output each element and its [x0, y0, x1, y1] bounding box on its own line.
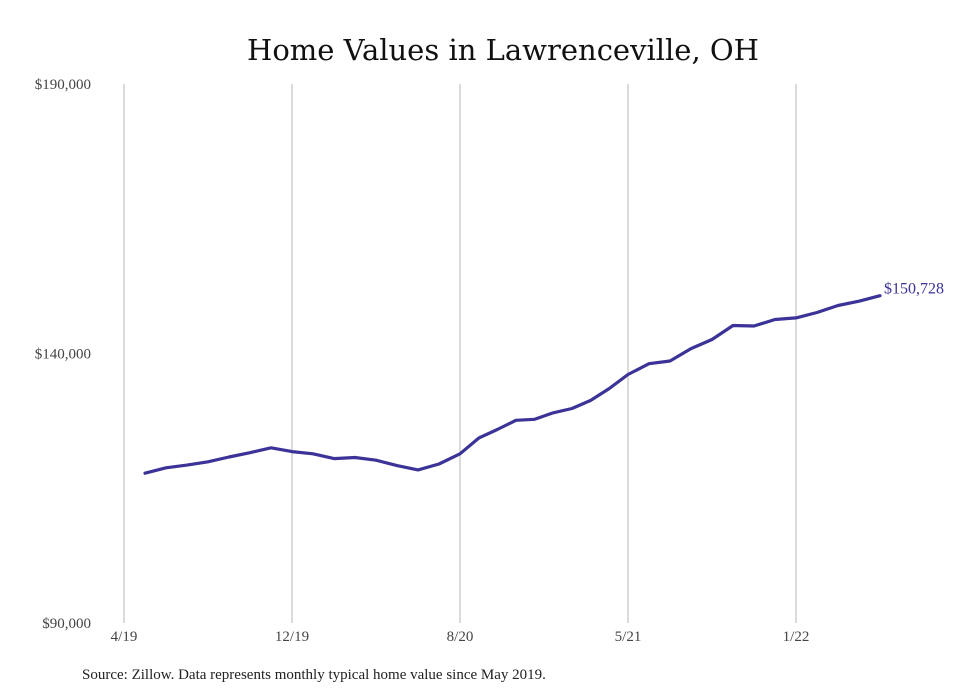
data-point [608, 387, 611, 390]
source-note: Source: Zillow. Data represents monthly … [82, 667, 546, 683]
x-axis-ticks: 4/19 12/19 8/20 5/21 1/22 [111, 629, 810, 645]
y-tick-label: $90,000 [42, 616, 91, 632]
data-point [837, 304, 840, 307]
data-point [589, 399, 592, 402]
data-point [186, 464, 189, 467]
data-point [333, 457, 336, 460]
data-point [711, 338, 714, 341]
x-tick-label: 4/19 [111, 629, 138, 645]
data-point [249, 451, 252, 454]
x-tick-label: 5/21 [615, 629, 642, 645]
data-point [396, 464, 399, 467]
data-point [165, 466, 168, 469]
data-point [648, 362, 651, 365]
series-line [143, 294, 882, 475]
data-point [816, 311, 819, 314]
data-point [477, 437, 480, 440]
end-value-label: $150,728 [884, 281, 944, 298]
data-point [571, 407, 574, 410]
data-point [732, 324, 735, 327]
data-point [291, 450, 294, 453]
grid-lines [123, 84, 797, 623]
data-point [312, 452, 315, 455]
data-point [515, 419, 518, 422]
data-point [627, 373, 630, 376]
y-axis-ticks: $190,000 $140,000 $90,000 [35, 77, 91, 632]
data-point [753, 325, 756, 328]
x-tick-label: 1/22 [783, 629, 810, 645]
data-point [690, 347, 693, 350]
data-point [375, 459, 378, 462]
data-point [858, 300, 861, 303]
data-point [552, 411, 555, 414]
data-point [270, 446, 273, 449]
x-tick-label: 12/19 [275, 629, 309, 645]
data-point [144, 472, 147, 475]
chart-title: Home Values in Lawrenceville, OH [247, 33, 759, 67]
data-point [354, 456, 357, 459]
data-point [669, 360, 672, 363]
series-layer: $150,728 [143, 281, 944, 475]
data-point [533, 418, 536, 421]
data-point [459, 452, 462, 455]
data-point [879, 294, 882, 297]
y-tick-label: $190,000 [35, 77, 91, 93]
data-point [228, 456, 231, 459]
data-point [774, 318, 777, 321]
data-point [496, 428, 499, 431]
data-point [417, 468, 420, 471]
data-point [795, 316, 798, 319]
y-tick-label: $140,000 [35, 347, 91, 363]
data-point [438, 463, 441, 466]
x-tick-label: 8/20 [447, 629, 474, 645]
data-point [207, 460, 210, 463]
